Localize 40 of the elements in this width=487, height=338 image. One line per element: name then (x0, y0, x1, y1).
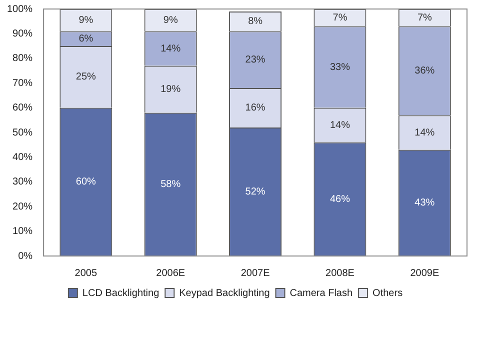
y-tick-label: 90% (12, 28, 33, 40)
data-label: 9% (78, 14, 94, 26)
y-tick-label: 30% (12, 176, 33, 188)
y-tick-label: 20% (12, 201, 33, 212)
y-tick-label: 40% (12, 152, 33, 163)
data-label: 16% (245, 102, 266, 114)
data-label: 36% (414, 66, 435, 76)
data-label: 8% (248, 16, 263, 28)
x-tick-label: 2009E (410, 268, 440, 279)
x-tick-label: 2007E (240, 268, 270, 279)
y-tick-label: 0% (18, 250, 33, 262)
data-label: 60% (76, 176, 96, 188)
data-label: 14% (330, 120, 350, 131)
y-tick-label: 60% (12, 102, 33, 114)
data-label: 7% (332, 12, 348, 24)
data-label: 19% (160, 84, 181, 96)
data-label: 46% (330, 194, 350, 205)
data-label: 7% (417, 12, 432, 24)
data-label: 52% (245, 186, 266, 198)
data-label: 9% (163, 14, 178, 26)
y-tick-label: 80% (12, 53, 33, 64)
data-label: 58% (160, 179, 181, 190)
data-label: 25% (76, 72, 96, 83)
legend-label: LCD Backlighting (82, 288, 160, 299)
data-label: 14% (160, 43, 181, 54)
data-label: 43% (414, 198, 435, 209)
y-tick-label: 70% (12, 78, 33, 89)
legend-label: Keypad Backlighting (179, 288, 270, 299)
x-tick-label: 2008E (326, 268, 355, 279)
data-label: 23% (245, 54, 266, 66)
data-label: 6% (78, 33, 94, 44)
y-tick-label: 50% (12, 127, 33, 138)
y-tick-label: 10% (12, 226, 33, 238)
data-label: 14% (414, 127, 435, 138)
y-tick-label: 100% (7, 4, 33, 15)
x-tick-label: 2005 (74, 268, 98, 279)
legend-label: Camera Flash (290, 288, 353, 299)
legend-label: Others (372, 288, 403, 299)
data-label: 33% (330, 62, 350, 73)
x-tick-label: 2006E (156, 268, 186, 279)
